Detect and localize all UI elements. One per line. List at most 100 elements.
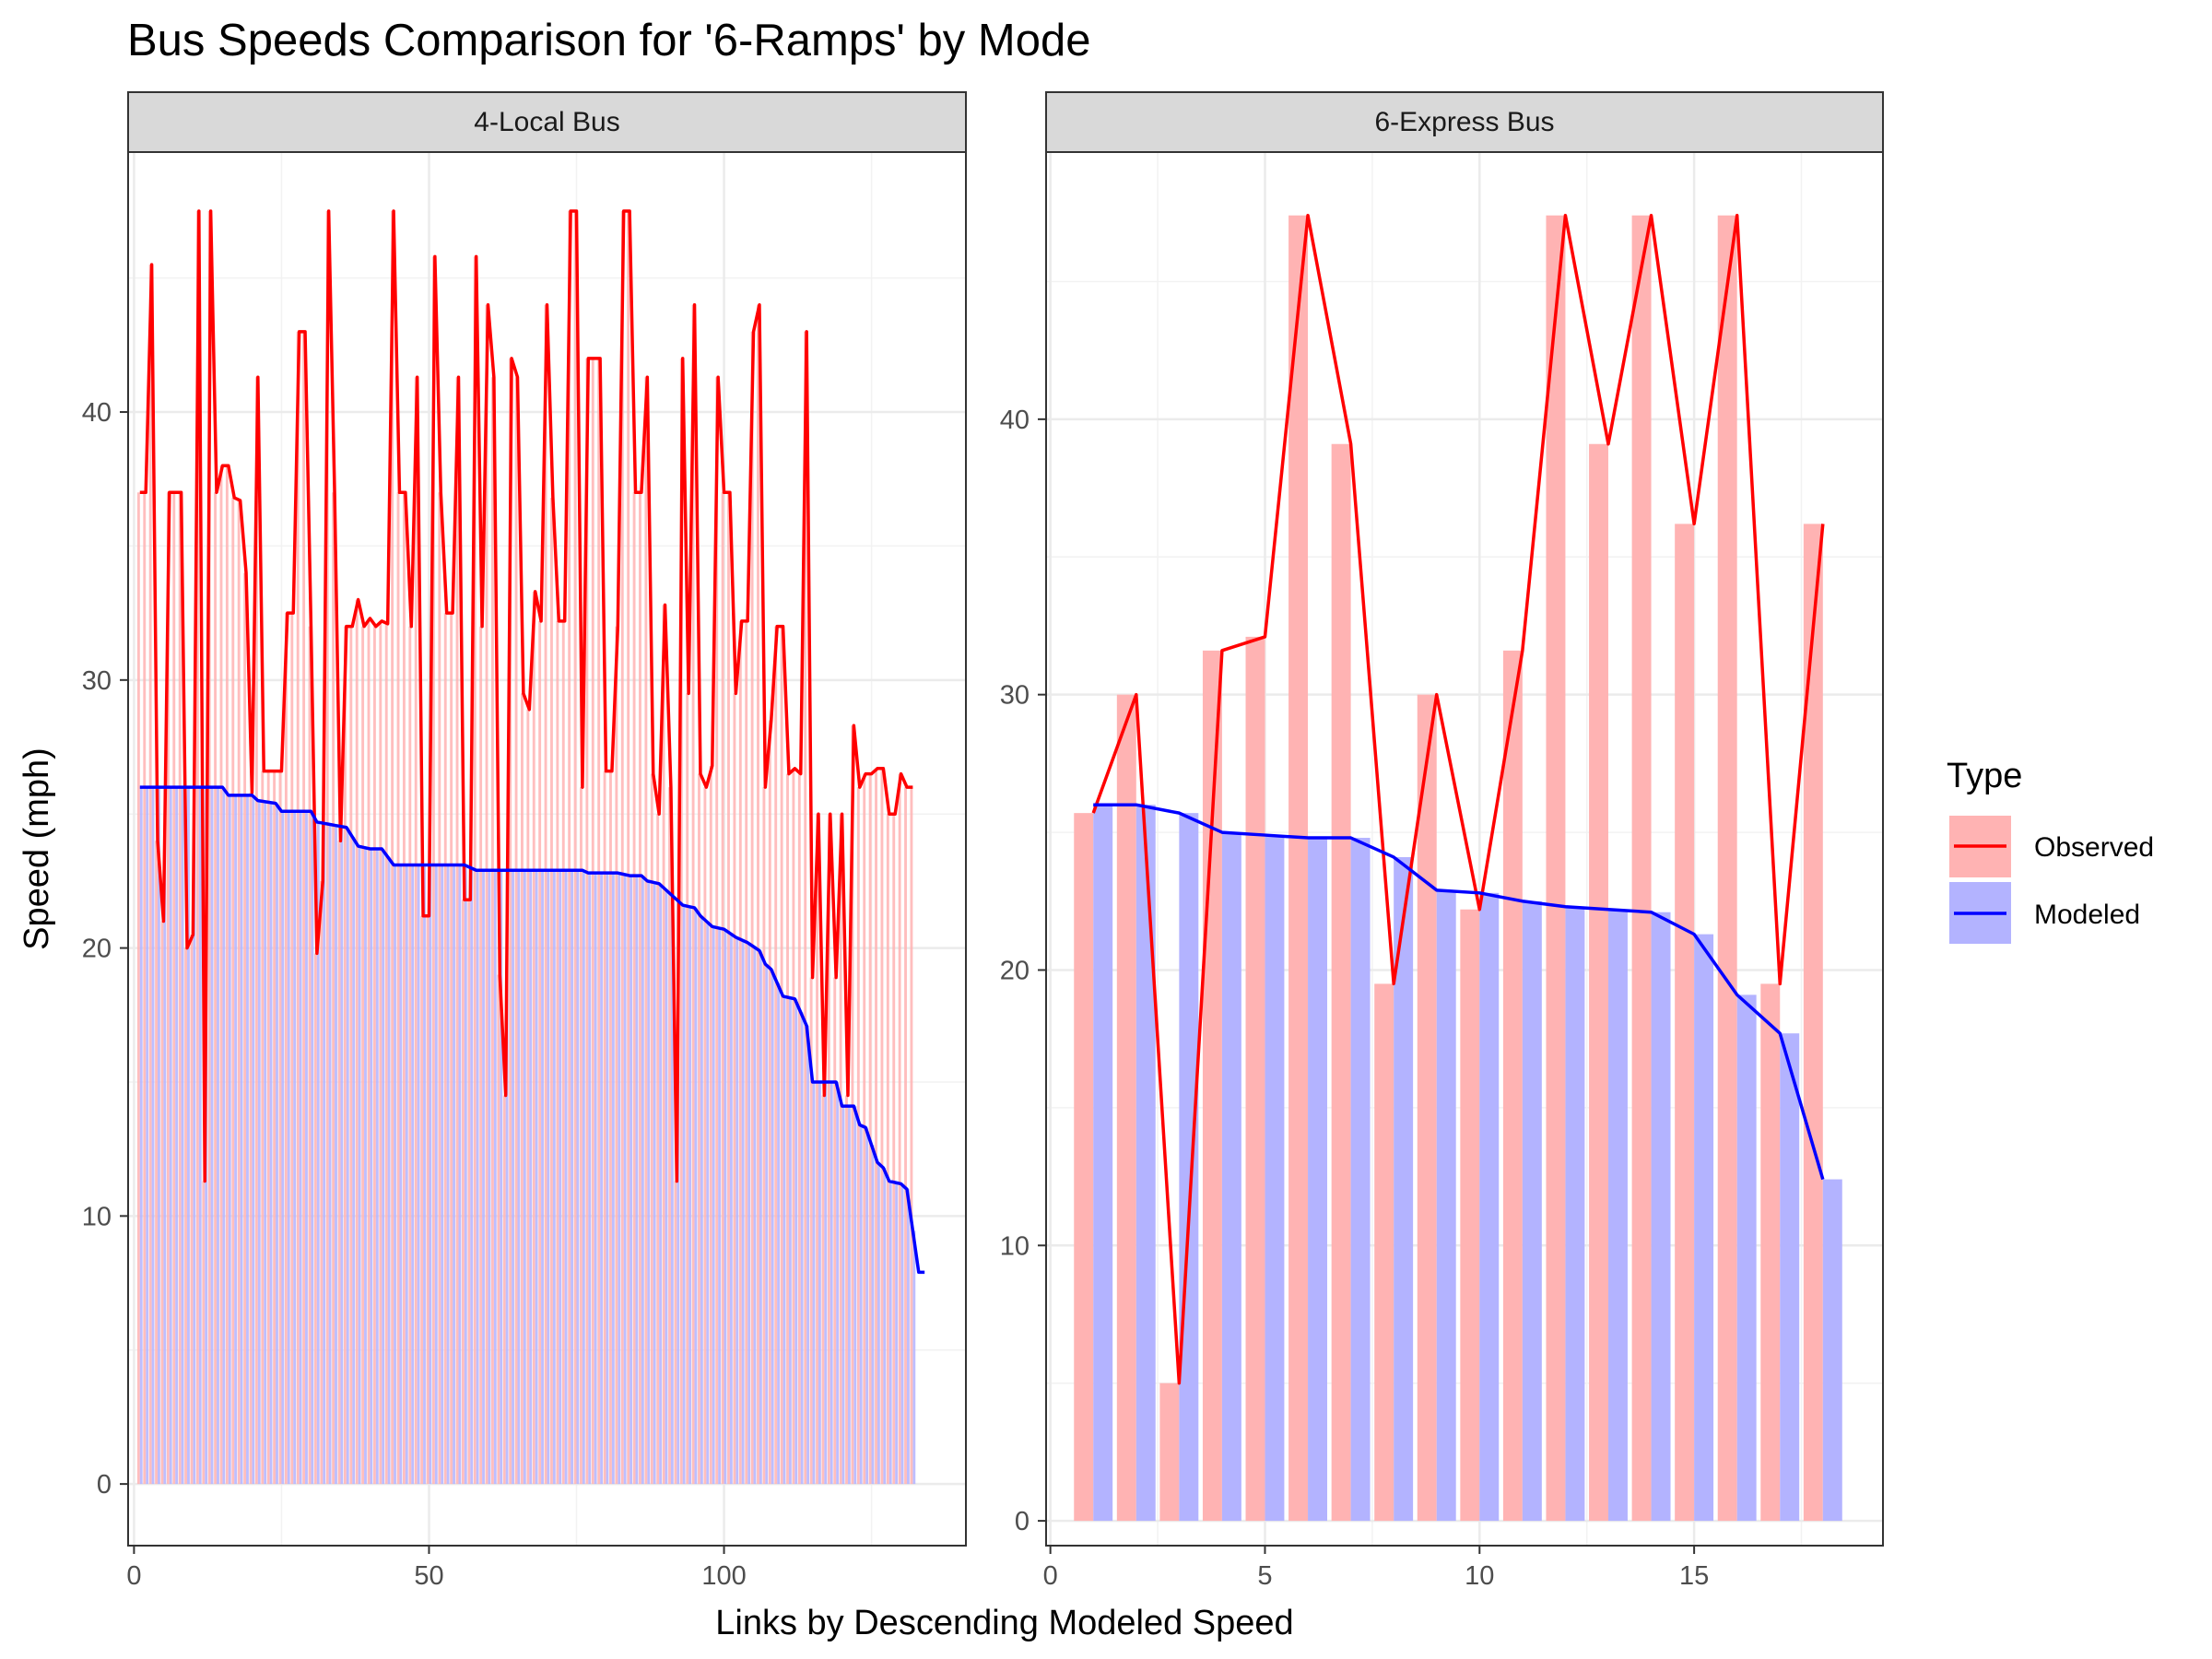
- line-observed: [1091, 213, 1825, 1385]
- bar-modeled: [423, 865, 426, 1485]
- panel-express-bus-strip: [1045, 91, 1884, 153]
- bar-modeled: [1394, 856, 1414, 1522]
- bar-modeled: [305, 811, 308, 1485]
- bar-observed: [620, 210, 624, 1485]
- bar-observed: [833, 977, 837, 1485]
- bar-observed: [166, 492, 170, 1485]
- bar-modeled: [895, 1182, 899, 1485]
- bar-observed: [762, 787, 766, 1485]
- bar-observed: [372, 626, 376, 1485]
- x-tick-label: 5: [1257, 1561, 1272, 1591]
- bar-modeled: [906, 1189, 910, 1485]
- bar-modeled: [1179, 813, 1199, 1522]
- bar-modeled: [316, 821, 320, 1485]
- bar-modeled: [512, 870, 514, 1485]
- x-axis-title: Links by Descending Modeled Speed: [715, 1604, 1293, 1642]
- bar-modeled: [724, 929, 727, 1485]
- bar-observed: [361, 626, 365, 1485]
- bar-observed: [302, 331, 306, 1485]
- bar-modeled: [523, 870, 526, 1485]
- bar-observed: [1760, 983, 1781, 1522]
- bar-observed: [839, 814, 842, 1485]
- bar-observed: [1202, 650, 1222, 1522]
- bar-modeled: [677, 900, 680, 1485]
- legend: Type Observed Modeled: [1947, 757, 2154, 944]
- bar-observed: [514, 377, 518, 1485]
- bar-modeled: [688, 906, 692, 1485]
- bar-observed: [155, 841, 159, 1485]
- bar-modeled: [788, 997, 792, 1485]
- bar-observed: [738, 620, 742, 1485]
- bar-observed: [438, 492, 441, 1485]
- bar-observed: [243, 572, 247, 1485]
- bar-modeled: [370, 849, 373, 1485]
- x-tick-label: 0: [126, 1561, 141, 1591]
- bar-observed: [355, 599, 359, 1485]
- bar-observed: [284, 613, 288, 1485]
- bar-modeled: [806, 1025, 810, 1485]
- panel-local-bus-lines: [139, 209, 925, 1275]
- x-tick-label: 50: [414, 1561, 443, 1591]
- bar-observed: [408, 626, 412, 1485]
- bar-observed: [1589, 443, 1608, 1522]
- bar-modeled: [411, 865, 415, 1485]
- bar-modeled: [417, 865, 420, 1485]
- bar-observed: [875, 768, 877, 1485]
- bar-modeled: [647, 880, 651, 1485]
- bar-observed: [804, 331, 807, 1485]
- x-tick-label: 100: [701, 1561, 746, 1591]
- bar-observed: [431, 256, 435, 1485]
- bar-observed: [349, 626, 353, 1485]
- bar-observed: [1417, 694, 1437, 1522]
- bar-observed: [231, 498, 235, 1485]
- bar-observed: [207, 210, 211, 1485]
- panel-local-bus-x-axis: 0 50 100: [126, 1546, 747, 1591]
- bar-observed: [521, 693, 524, 1485]
- bar-modeled: [812, 1081, 816, 1485]
- bar-observed: [715, 377, 719, 1485]
- y-tick-label: 10: [82, 1202, 112, 1231]
- bar-observed: [178, 492, 182, 1485]
- bar-modeled: [1436, 889, 1456, 1522]
- bar-observed: [313, 953, 317, 1485]
- line-modeled: [1093, 803, 1825, 1181]
- bar-modeled: [493, 870, 497, 1485]
- bar-observed: [656, 814, 660, 1485]
- bar-observed: [757, 304, 759, 1485]
- bar-observed: [526, 709, 530, 1485]
- bar-modeled: [529, 870, 533, 1485]
- bar-observed: [443, 613, 447, 1485]
- bar-observed: [1717, 215, 1737, 1522]
- bar-observed: [904, 787, 907, 1485]
- bar-observed: [1074, 813, 1094, 1522]
- bar-modeled: [582, 870, 585, 1485]
- bar-observed: [745, 620, 748, 1485]
- bar-observed: [750, 331, 754, 1485]
- bar-modeled: [470, 867, 474, 1485]
- bar-modeled: [765, 964, 769, 1485]
- panel-express-bus: 6-Express Bus 0 10 20 30 40 0 5 10 15: [1000, 91, 1884, 1591]
- bar-observed: [479, 626, 483, 1485]
- bar-modeled: [912, 1230, 916, 1485]
- bar-observed: [580, 787, 582, 1485]
- bar-modeled: [458, 865, 462, 1485]
- bar-observed: [786, 773, 789, 1485]
- bar-modeled: [841, 1106, 845, 1485]
- bar-observed: [686, 693, 689, 1485]
- bar-modeled: [193, 787, 196, 1485]
- bar-observed: [509, 358, 512, 1485]
- panel-express-bus-border: [1045, 151, 1884, 1547]
- bar-observed: [591, 358, 594, 1485]
- bar-observed: [296, 331, 300, 1485]
- bar-observed: [1631, 215, 1652, 1522]
- bar-modeled: [694, 907, 698, 1485]
- x-tick-label: 10: [1465, 1561, 1494, 1591]
- y-tick-label: 40: [82, 398, 112, 428]
- bar-observed: [538, 620, 542, 1485]
- bar-observed: [698, 773, 700, 1485]
- bar-observed: [290, 613, 294, 1485]
- bar-observed: [379, 620, 382, 1485]
- bar-observed: [384, 623, 388, 1485]
- bar-observed: [856, 787, 860, 1485]
- bar-modeled: [441, 865, 444, 1485]
